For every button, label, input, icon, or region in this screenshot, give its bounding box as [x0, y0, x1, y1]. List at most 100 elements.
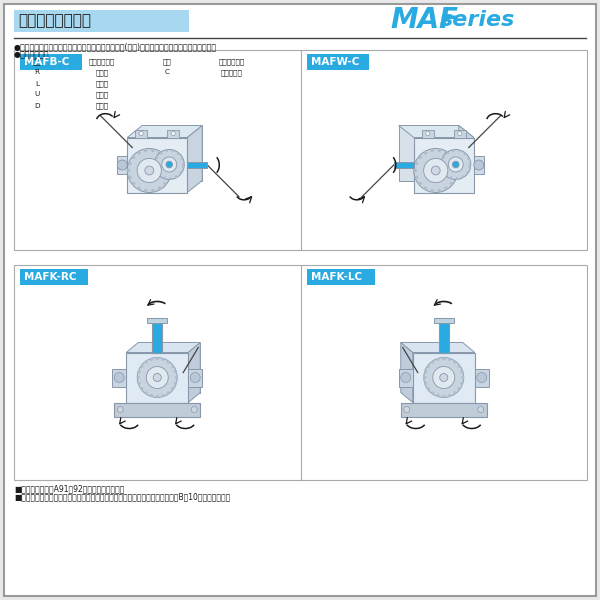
Bar: [52, 56, 152, 67]
Circle shape: [139, 131, 143, 136]
Circle shape: [424, 358, 464, 397]
Circle shape: [446, 152, 449, 154]
Circle shape: [458, 149, 461, 152]
Bar: [152, 56, 182, 67]
Polygon shape: [401, 343, 463, 392]
Circle shape: [175, 175, 178, 178]
Circle shape: [466, 171, 469, 174]
Bar: [182, 100, 282, 111]
Circle shape: [181, 157, 183, 160]
Bar: [307, 54, 368, 70]
Circle shape: [163, 176, 166, 179]
Circle shape: [440, 162, 443, 164]
Circle shape: [169, 177, 172, 180]
Circle shape: [158, 187, 161, 190]
Circle shape: [137, 358, 177, 397]
Circle shape: [452, 161, 459, 168]
Bar: [434, 317, 454, 323]
Circle shape: [117, 407, 123, 413]
Bar: [22, 67, 52, 78]
Circle shape: [151, 189, 155, 193]
Polygon shape: [188, 343, 200, 403]
Circle shape: [171, 387, 174, 390]
Bar: [399, 368, 413, 386]
Circle shape: [418, 182, 422, 185]
Bar: [20, 269, 88, 285]
Text: 右　側: 右 側: [95, 69, 109, 76]
Circle shape: [191, 407, 197, 413]
Circle shape: [448, 394, 451, 397]
Circle shape: [431, 361, 434, 364]
Circle shape: [454, 391, 457, 394]
Bar: [22, 56, 52, 67]
Circle shape: [163, 155, 167, 159]
Circle shape: [161, 394, 165, 397]
Circle shape: [174, 382, 177, 385]
Circle shape: [431, 166, 440, 175]
Circle shape: [431, 391, 434, 394]
Bar: [127, 137, 187, 193]
Text: 左　側: 左 側: [95, 80, 109, 87]
Circle shape: [469, 163, 471, 166]
Text: 出力軸両軸: 出力軸両軸: [221, 69, 243, 76]
Bar: [52, 100, 152, 111]
Bar: [187, 162, 207, 168]
Text: ■軸配置の詳細はA91・92を参照して下さい。: ■軸配置の詳細はA91・92を参照して下さい。: [14, 484, 124, 493]
Bar: [475, 368, 489, 386]
Circle shape: [167, 391, 170, 394]
Circle shape: [474, 160, 484, 170]
Circle shape: [158, 173, 161, 176]
Text: U: U: [34, 91, 40, 97]
Circle shape: [145, 166, 154, 175]
Circle shape: [179, 171, 182, 174]
Circle shape: [145, 361, 148, 364]
Circle shape: [413, 169, 417, 172]
Circle shape: [453, 176, 457, 179]
Circle shape: [436, 394, 439, 397]
Circle shape: [162, 157, 177, 172]
Circle shape: [445, 173, 447, 176]
Bar: [126, 352, 188, 403]
Polygon shape: [142, 125, 202, 181]
Text: MAFB-C: MAFB-C: [24, 57, 70, 67]
Circle shape: [140, 365, 143, 368]
Polygon shape: [399, 125, 459, 181]
Circle shape: [415, 176, 418, 179]
Circle shape: [427, 365, 430, 368]
Circle shape: [442, 395, 445, 398]
Text: MAFK-RC: MAFK-RC: [24, 272, 77, 282]
Circle shape: [132, 155, 136, 159]
Circle shape: [440, 373, 448, 382]
Circle shape: [137, 187, 141, 190]
Circle shape: [433, 367, 455, 389]
Polygon shape: [127, 125, 202, 137]
Text: R: R: [35, 70, 40, 76]
Text: ●軸配置の記号: ●軸配置の記号: [14, 50, 49, 59]
Circle shape: [449, 182, 453, 185]
Bar: [152, 89, 182, 100]
Circle shape: [442, 156, 445, 159]
Circle shape: [441, 168, 444, 170]
Circle shape: [454, 169, 458, 172]
Text: MAF: MAF: [390, 6, 458, 34]
Text: MAFW-C: MAFW-C: [311, 57, 359, 67]
Bar: [147, 317, 167, 323]
Circle shape: [442, 357, 445, 360]
Polygon shape: [138, 343, 200, 392]
Bar: [182, 78, 282, 89]
Bar: [413, 352, 475, 403]
Circle shape: [161, 358, 165, 361]
Circle shape: [177, 152, 179, 155]
Circle shape: [190, 373, 200, 383]
Circle shape: [454, 361, 457, 364]
Bar: [167, 130, 179, 137]
Circle shape: [154, 149, 184, 179]
Polygon shape: [399, 125, 474, 137]
Circle shape: [128, 161, 132, 165]
Circle shape: [182, 163, 185, 166]
Bar: [22, 100, 52, 111]
Text: D: D: [34, 103, 40, 109]
Circle shape: [452, 149, 455, 152]
Bar: [152, 323, 162, 352]
Bar: [152, 78, 182, 89]
